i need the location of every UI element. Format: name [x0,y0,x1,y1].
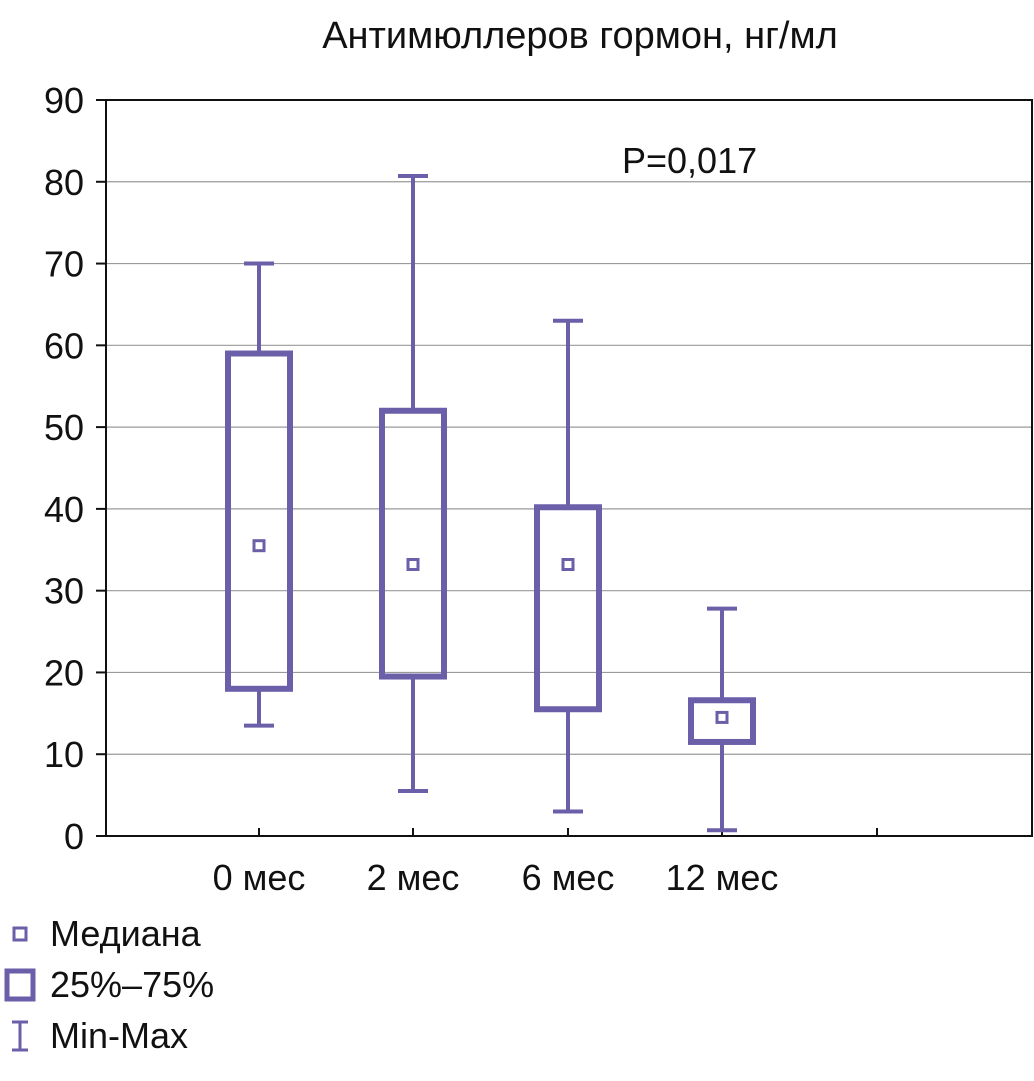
legend-label: Медиана [50,913,202,954]
x-tick-label: 12 мес [666,857,779,898]
x-tick-label: 6 мес [522,857,615,898]
axes: 0 10 20 30 40 50 60 70 80 90 0 мес 2 мес 6 мес 12 мес [44,80,1033,898]
legend-item-whisker: Min-Max [12,1015,188,1056]
legend-label: Min-Max [50,1015,188,1056]
legend-label: 25%–75% [50,964,214,1005]
median-marker [252,539,266,553]
median-marker [406,557,420,571]
y-tick-label: 60 [44,325,84,366]
legend-item-box: 25%–75% [4,964,214,1005]
y-tick-label: 90 [44,80,84,121]
box-group [534,318,602,814]
y-tick-label: 80 [44,162,84,203]
y-tick-label: 0 [64,816,84,857]
boxes [225,174,756,833]
y-tick-label: 50 [44,407,84,448]
x-tick-label: 0 мес [213,857,306,898]
legend-box-icon [4,968,36,1002]
y-tick-label: 30 [44,571,84,612]
x-tick-label: 2 мес [367,857,460,898]
y-tick-label: 10 [44,734,84,775]
iqr-box [534,504,602,713]
y-tick-label: 70 [44,244,84,285]
iqr-box [688,697,756,745]
p-value-annotation: P=0,017 [622,140,757,181]
legend-median-icon [12,926,28,942]
legend: Медиана 25%–75% Min-Max [4,913,214,1056]
box-group [225,261,293,728]
median-marker [561,557,575,571]
box-group [688,606,756,833]
y-tick-label: 20 [44,652,84,693]
chart-title: Антимюллеров гормон, нг/мл [322,15,838,57]
iqr-box [379,407,447,680]
y-tick-label: 40 [44,489,84,530]
legend-item-median: Медиана [12,913,202,954]
median-marker [715,710,729,724]
iqr-box [225,350,293,692]
box-group [379,174,447,794]
